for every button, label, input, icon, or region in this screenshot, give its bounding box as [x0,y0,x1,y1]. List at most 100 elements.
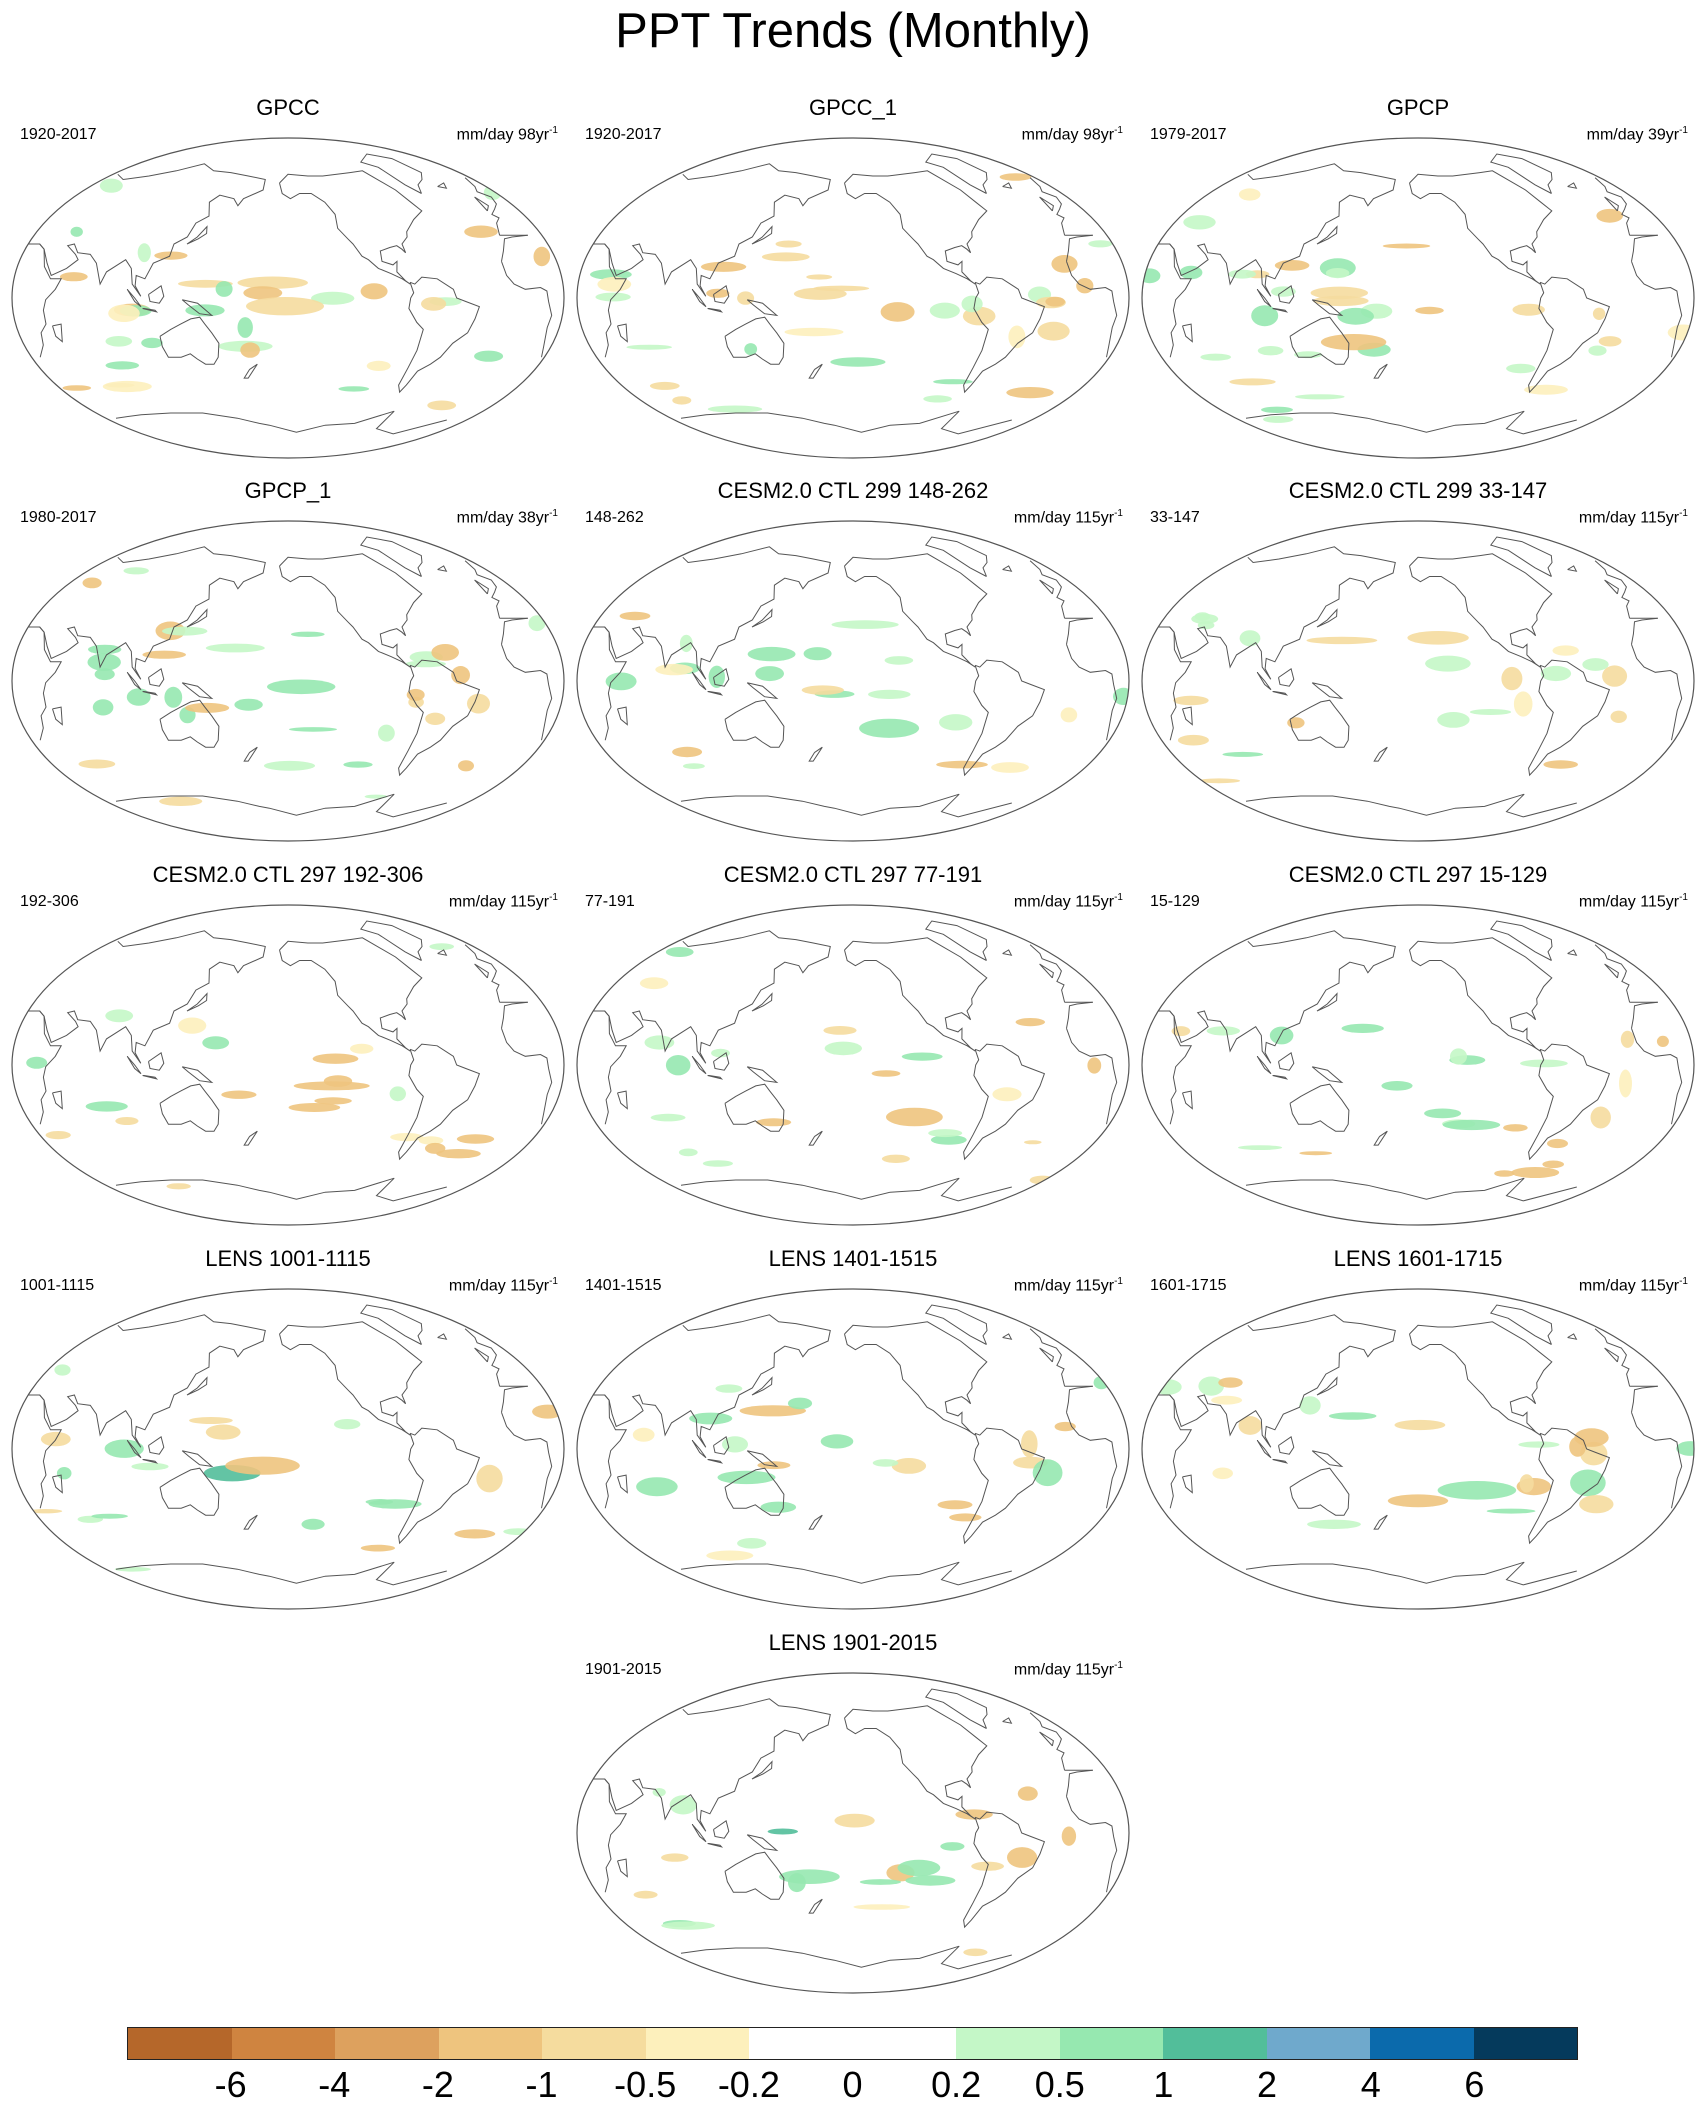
coastline [593,234,1118,358]
panel-units: mm/day 115yr-1 [1014,504,1123,528]
coastline [437,565,448,572]
world-map [11,1288,565,1610]
anomaly-patch [884,656,914,665]
coastline [28,1385,553,1509]
anomaly-patch [314,1097,352,1105]
coastline [746,299,779,317]
anomaly-patch [289,727,337,732]
coastline [28,930,528,1064]
coastline [359,1304,423,1345]
anomaly-patch [1579,1495,1614,1514]
anomaly-patch [949,1513,982,1522]
anomaly-patch [185,304,225,317]
coastline [680,1945,1012,1970]
anomaly-patch [1547,1138,1568,1149]
coastline [115,410,447,435]
anomaly-patch [1218,1377,1243,1388]
anomaly-patch [992,1087,1022,1102]
coastline [1002,1333,1013,1340]
anomaly-field [59,178,551,411]
anomaly-patch [1450,1048,1467,1065]
anomaly-patch [715,1384,743,1393]
anomaly-patch [45,1131,71,1140]
coastline [1158,1314,1658,1448]
coastline [593,546,1093,680]
anomaly-patch [936,760,988,769]
panel-title: CESM2.0 CTL 299 33-147 [1288,478,1548,503]
coastline [1316,608,1338,628]
panel-units: mm/day 115yr-1 [1579,888,1688,912]
anomaly-patch [454,1529,496,1539]
panel-period: 1979-2017 [1150,126,1227,143]
anomaly-patch [905,1875,956,1886]
colorbar-tick-label: 2 [1257,2064,1278,2105]
panel-title: LENS 1401-1515 [768,1246,938,1271]
panel-title: CESM2.0 CTL 297 77-191 [723,862,983,887]
anomaly-patch [1239,630,1261,647]
anomaly-patch [1337,307,1374,325]
units-text: mm/day 115yr [1578,1277,1680,1295]
anomaly-patch [364,794,388,799]
coastline [186,225,208,245]
anomaly-patch [901,1052,943,1061]
anomaly-patch [1381,1081,1413,1091]
anomaly-patch [820,1434,854,1449]
anomaly-patch [632,1427,655,1442]
anomaly-patch [872,1459,899,1467]
coastline [593,1385,1118,1509]
units-exponent: -1 [549,508,558,519]
anomaly-patch [806,274,833,280]
colorbar-tick-label: -0.5 [614,2064,677,2105]
anomaly-patch [928,1129,963,1138]
anomaly-patch [246,297,324,316]
anomaly-patch [1024,1140,1042,1145]
anomaly-patch [1061,1826,1077,1846]
panel-units: mm/day 115yr-1 [449,888,558,912]
map-panel: LENS 1001-1115 1001-1115 mm/day 115yr-1 [8,1246,568,1616]
anomaly-patch [425,1142,446,1154]
figure-title: PPT Trends (Monthly) [615,4,1091,58]
anomaly-patch [1222,751,1264,757]
anomaly-patch [1206,1026,1240,1036]
coastline [691,1823,707,1843]
coastline [181,299,214,317]
anomaly-patch [1211,1395,1243,1405]
anomaly-patch [1088,240,1113,248]
coastline [1039,1347,1054,1363]
anomaly-patch [1520,1059,1568,1068]
anomaly-patch [1503,1124,1528,1132]
coastline [474,196,489,212]
anomaly-patch [234,698,263,711]
anomaly-patch [290,631,325,637]
anomaly-patch [744,343,758,356]
anomaly-patch [756,1118,792,1127]
anomaly-patch [105,361,140,370]
anomaly-patch [94,668,115,681]
anomaly-patch [1007,1847,1038,1868]
coastlines [1158,536,1683,818]
anomaly-patch [431,644,460,661]
coastline [1039,963,1054,979]
coastline [1373,1514,1388,1530]
anomaly-patch [1524,384,1568,395]
anomaly-patch [760,1501,797,1513]
units-text: mm/day 115yr [1013,509,1115,527]
coastline [159,1467,220,1516]
coastline [398,1043,481,1161]
anomaly-patch [28,1509,63,1514]
coastline [963,1427,1046,1545]
anomaly-patch [436,1149,481,1159]
coastline [474,579,489,595]
coastline [437,182,448,189]
anomaly-patch [59,272,88,282]
coastline [181,1450,214,1468]
units-text: mm/day 115yr [1013,1277,1115,1295]
colorbar-tick-label: -0.2 [717,2064,780,2105]
anomaly-patch [1592,307,1606,320]
panel-title: LENS 1901-2015 [768,1630,938,1655]
anomaly-patch [78,759,116,769]
anomaly-patch [1494,1170,1515,1177]
coastline [1245,1561,1577,1586]
anomaly-patch [1269,1026,1294,1045]
coastline [1489,536,1553,577]
